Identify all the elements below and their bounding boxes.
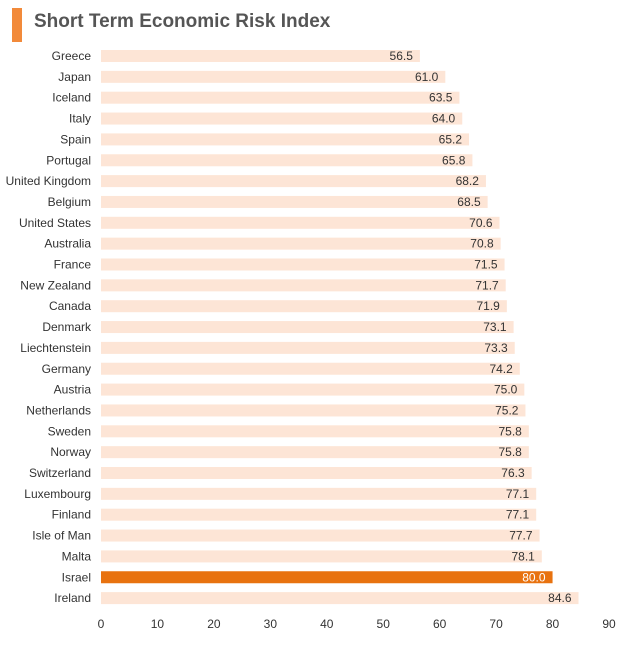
bar-greece — [101, 50, 420, 62]
bar-netherlands — [101, 404, 526, 417]
x-tick-label-80: 80 — [546, 617, 560, 631]
category-label-japan: Japan — [58, 70, 91, 84]
category-label-norway: Norway — [50, 445, 91, 459]
chart-title: Short Term Economic Risk Index — [34, 11, 331, 32]
value-label-united-states: 70.6 — [469, 216, 493, 230]
title-accent-bar — [12, 8, 22, 42]
value-label-australia: 70.8 — [470, 237, 494, 251]
category-label-united-kingdom: United Kingdom — [6, 174, 91, 188]
value-label-denmark: 73.1 — [483, 320, 507, 334]
category-label-italy: Italy — [69, 112, 91, 126]
category-label-belgium: Belgium — [48, 195, 91, 209]
value-label-spain: 65.2 — [439, 132, 463, 146]
value-label-sweden: 75.8 — [498, 424, 522, 438]
value-label-portugal: 65.8 — [442, 153, 466, 167]
value-label-belgium: 68.5 — [457, 195, 481, 209]
bar-italy — [101, 112, 463, 125]
category-label-switzerland: Switzerland — [29, 466, 91, 480]
x-tick-label-0: 0 — [98, 617, 105, 631]
bar-luxembourg — [101, 487, 537, 500]
bar-finland — [101, 508, 537, 521]
category-label-australia: Australia — [44, 237, 91, 251]
bar-united-kingdom — [101, 175, 486, 188]
bar-switzerland — [101, 467, 532, 479]
bar-france — [101, 258, 505, 271]
x-tick-label-70: 70 — [489, 617, 503, 631]
value-label-netherlands: 75.2 — [495, 403, 519, 417]
bar-canada — [101, 300, 507, 313]
bar-spain — [101, 133, 470, 146]
category-label-austria: Austria — [54, 383, 92, 397]
bar-japan — [101, 70, 446, 83]
value-label-isle-of-man: 77.7 — [509, 529, 533, 543]
x-tick-label-50: 50 — [377, 617, 391, 631]
bar-sweden — [101, 425, 529, 438]
bar-malta — [101, 550, 542, 563]
category-label-sweden: Sweden — [48, 424, 91, 438]
category-label-finland: Finland — [52, 508, 91, 522]
category-label-canada: Canada — [49, 299, 91, 313]
category-label-liechtenstein: Liechtenstein — [20, 341, 91, 355]
value-label-norway: 75.8 — [498, 445, 522, 459]
category-label-germany: Germany — [42, 362, 91, 376]
category-label-united-states: United States — [19, 216, 91, 230]
category-label-portugal: Portugal — [46, 153, 91, 167]
value-label-france: 71.5 — [474, 258, 498, 272]
x-tick-label-30: 30 — [264, 617, 278, 631]
category-label-greece: Greece — [52, 49, 92, 63]
bar-ireland — [101, 592, 579, 605]
value-label-luxembourg: 77.1 — [506, 487, 530, 501]
category-label-new-zealand: New Zealand — [20, 278, 91, 292]
value-label-malta: 78.1 — [511, 549, 535, 563]
category-label-israel: Israel — [62, 570, 91, 584]
category-label-malta: Malta — [62, 549, 92, 563]
category-label-isle-of-man: Isle of Man — [32, 529, 91, 543]
x-tick-label-40: 40 — [320, 617, 334, 631]
value-label-finland: 77.1 — [506, 508, 530, 522]
bar-portugal — [101, 154, 473, 167]
value-label-ireland: 84.6 — [548, 591, 572, 605]
value-label-japan: 61.0 — [415, 70, 439, 84]
bar-united-states — [101, 216, 500, 229]
bar-austria — [101, 383, 525, 396]
bar-norway — [101, 446, 529, 459]
value-label-new-zealand: 71.7 — [475, 278, 499, 292]
x-tick-label-10: 10 — [151, 617, 165, 631]
category-label-spain: Spain — [60, 132, 91, 146]
bar-denmark — [101, 321, 514, 334]
value-label-iceland: 63.5 — [429, 91, 453, 105]
category-label-iceland: Iceland — [52, 91, 91, 105]
value-label-canada: 71.9 — [476, 299, 500, 313]
bar-israel — [101, 571, 553, 584]
bar-belgium — [101, 195, 488, 208]
bar-germany — [101, 362, 520, 375]
category-label-france: France — [54, 258, 92, 272]
value-label-austria: 75.0 — [494, 383, 518, 397]
category-label-luxembourg: Luxembourg — [24, 487, 91, 501]
category-label-netherlands: Netherlands — [26, 403, 91, 417]
x-tick-label-90: 90 — [602, 617, 616, 631]
category-label-ireland: Ireland — [54, 591, 91, 605]
x-tick-label-60: 60 — [433, 617, 447, 631]
value-label-israel: 80.0 — [522, 570, 546, 584]
bar-australia — [101, 237, 501, 250]
value-label-greece: 56.5 — [390, 49, 414, 63]
value-label-italy: 64.0 — [432, 112, 456, 126]
bar-liechtenstein — [101, 341, 515, 354]
bar-isle-of-man — [101, 529, 540, 542]
value-label-united-kingdom: 68.2 — [456, 174, 480, 188]
x-tick-label-20: 20 — [207, 617, 221, 631]
bar-new-zealand — [101, 279, 506, 292]
value-label-germany: 74.2 — [489, 362, 513, 376]
bar-iceland — [101, 91, 460, 104]
value-label-liechtenstein: 73.3 — [484, 341, 508, 355]
category-label-denmark: Denmark — [42, 320, 92, 334]
value-label-switzerland: 76.3 — [501, 466, 525, 480]
